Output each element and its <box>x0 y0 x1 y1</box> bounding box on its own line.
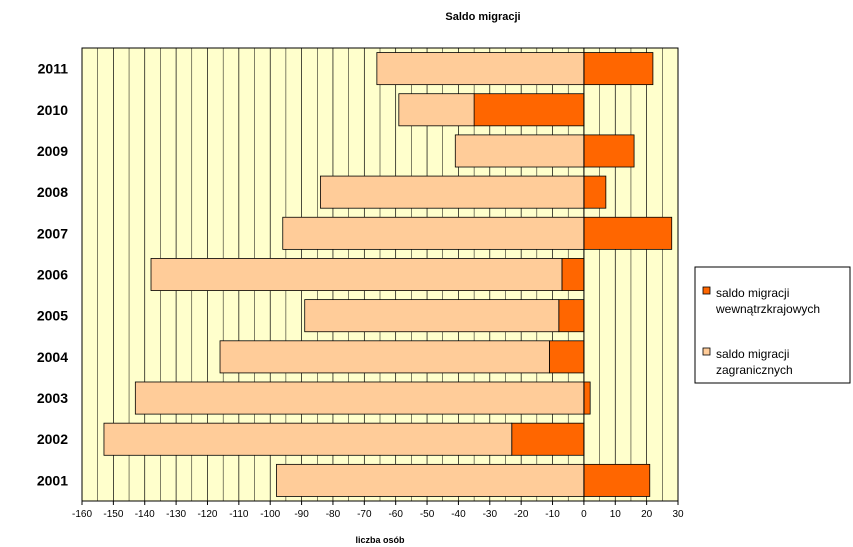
bar-domestic-2011 <box>583 52 654 86</box>
x-tick-label: -50 <box>420 509 435 520</box>
bar-foreign-2010 <box>398 93 475 127</box>
bar-foreign-2008 <box>319 175 585 209</box>
x-tick-label: -30 <box>483 509 498 520</box>
legend-label-foreign-line1: saldo migracji <box>716 347 789 361</box>
x-tick-label: -60 <box>388 509 403 520</box>
x-tick-label: -160 <box>72 509 92 520</box>
bar-foreign-2006 <box>150 258 563 291</box>
bars <box>103 48 673 501</box>
x-axis-label: liczba osób <box>355 535 405 545</box>
x-tick-label: -130 <box>166 509 186 520</box>
category-label-2011: 2011 <box>38 61 69 77</box>
x-tick-label: -120 <box>197 509 217 520</box>
x-tick-label: -80 <box>326 509 341 520</box>
x-tick-label: 0 <box>581 509 587 520</box>
category-label-2004: 2004 <box>37 349 68 365</box>
category-label-2007: 2007 <box>37 225 68 241</box>
category-label-2005: 2005 <box>37 308 68 324</box>
x-tick-label: -140 <box>135 509 155 520</box>
legend-box <box>694 266 851 384</box>
legend-label-domestic-line2: wewnątrzkrajowych <box>715 302 820 316</box>
x-tick-label: -70 <box>357 509 372 520</box>
legend-swatch-foreign <box>702 347 711 356</box>
x-tick-label: 30 <box>672 509 684 520</box>
legend-swatch-domestic <box>702 286 711 295</box>
bar-domestic-2001 <box>583 463 651 497</box>
bar-foreign-2007 <box>282 216 585 250</box>
x-tick-label: 20 <box>641 509 653 520</box>
category-label-2006: 2006 <box>37 267 68 283</box>
chart-title: Saldo migracji <box>445 11 520 23</box>
bar-domestic-2003 <box>583 381 591 415</box>
bar-foreign-2003 <box>134 381 585 415</box>
bar-foreign-2001 <box>276 463 585 497</box>
bar-foreign-2011 <box>376 52 585 86</box>
bar-foreign-2004 <box>219 340 550 374</box>
x-tick-label: -150 <box>103 509 123 520</box>
bar-foreign-2002 <box>103 422 513 456</box>
legend-label-domestic-line1: saldo migracji <box>716 286 789 300</box>
bar-domestic-2010 <box>473 93 585 127</box>
x-axis-ticks: -160 -150 -140 -130 -120 -110 -100 -90 -80 -70 -60… <box>72 501 684 520</box>
bar-domestic-2009 <box>583 134 635 168</box>
category-label-2003: 2003 <box>37 390 68 406</box>
x-tick-label: -40 <box>451 509 466 520</box>
category-label-2008: 2008 <box>37 184 68 200</box>
x-tick-label: -10 <box>545 509 560 520</box>
y-axis-categories: 2011 2010 2009 2008 2007 2006 2005 2004 2003 2002… <box>37 61 68 489</box>
bar-domestic-2005 <box>558 299 585 333</box>
bar-domestic-2004 <box>548 340 585 374</box>
x-tick-label: -110 <box>229 509 249 520</box>
bar-domestic-2002 <box>511 422 585 456</box>
x-tick-label: 10 <box>610 509 622 520</box>
legend: saldo migracji wewnątrzkrajowych saldo m… <box>694 266 851 384</box>
bar-foreign-2009 <box>454 134 585 168</box>
bar-domestic-2008 <box>583 175 607 209</box>
category-label-2009: 2009 <box>37 143 68 159</box>
x-tick-label: -90 <box>294 509 309 520</box>
legend-label-foreign-line2: zagranicznych <box>716 363 793 377</box>
bar-foreign-2005 <box>304 299 560 333</box>
bar-domestic-2007 <box>583 216 673 250</box>
category-label-2010: 2010 <box>37 102 68 118</box>
x-tick-label: -20 <box>514 509 529 520</box>
plot-border <box>81 47 679 502</box>
category-label-2001: 2001 <box>37 472 68 488</box>
bar-domestic-2006 <box>561 258 585 291</box>
category-label-2002: 2002 <box>37 431 68 447</box>
x-tick-label: -100 <box>260 509 280 520</box>
